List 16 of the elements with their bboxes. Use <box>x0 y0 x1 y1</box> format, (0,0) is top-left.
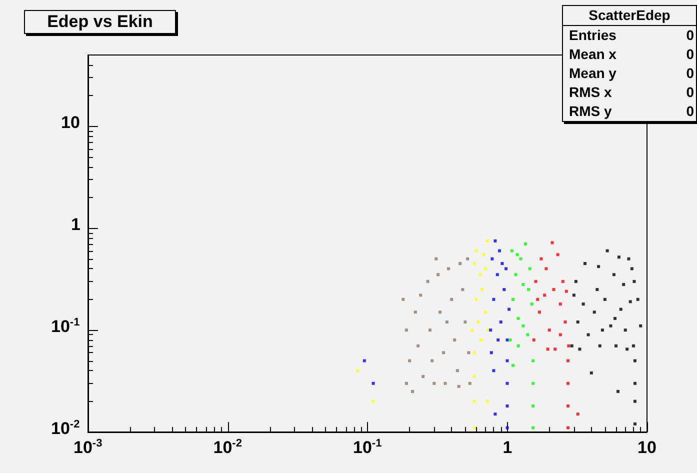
x-tick-label: 10 <box>638 438 656 458</box>
y-tick-label: 10$^{-2}$ <box>51 418 80 439</box>
text: RMS y 0 <box>569 103 694 119</box>
text: Mean x 0 <box>569 46 694 62</box>
text: RMS x 0 <box>569 84 694 100</box>
text: ScatterEdep <box>563 6 696 26</box>
x-tick-label: 10$^{-2}$ <box>213 437 242 458</box>
y-tick-label: 1 <box>71 215 80 236</box>
text: Entries 0 <box>569 27 694 43</box>
text: Mean y 0 <box>569 65 694 81</box>
x-tick-label: 10$^{-3}$ <box>74 437 102 458</box>
chart-title: Edep vs Ekin <box>24 10 176 34</box>
x-tick-label: 10$^{-1}$ <box>353 437 382 458</box>
y-tick-label: 10$^{-1}$ <box>51 316 80 338</box>
x-tick-label: 1 <box>502 438 512 458</box>
y-tick-label: 10 <box>61 113 80 134</box>
